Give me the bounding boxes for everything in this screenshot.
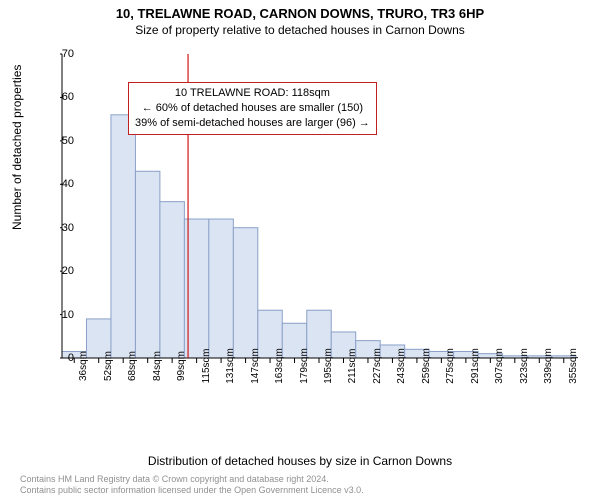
x-tick-label: 68sqm bbox=[127, 351, 138, 381]
x-tick-label: 147sqm bbox=[250, 348, 261, 384]
y-tick-label: 70 bbox=[44, 48, 74, 60]
x-tick-label: 99sqm bbox=[176, 351, 187, 381]
footer-line-1: Contains HM Land Registry data © Crown c… bbox=[20, 474, 364, 485]
x-tick-label: 259sqm bbox=[421, 348, 432, 384]
x-axis-label: Distribution of detached houses by size … bbox=[0, 454, 600, 468]
y-tick-label: 50 bbox=[44, 135, 74, 147]
title-sub: Size of property relative to detached ho… bbox=[0, 21, 600, 37]
info-line-2: ← 60% of detached houses are smaller (15… bbox=[135, 101, 370, 116]
histogram-bar bbox=[135, 171, 159, 358]
y-tick-label: 0 bbox=[44, 352, 74, 364]
info-line-1: 10 TRELAWNE ROAD: 118sqm bbox=[135, 86, 370, 101]
y-tick-label: 40 bbox=[44, 178, 74, 190]
y-axis-label: Number of detached properties bbox=[10, 65, 24, 230]
x-tick-label: 84sqm bbox=[152, 351, 163, 381]
title-main: 10, TRELAWNE ROAD, CARNON DOWNS, TRURO, … bbox=[0, 0, 600, 21]
x-tick-label: 131sqm bbox=[225, 348, 236, 384]
histogram-bar bbox=[233, 228, 257, 358]
x-tick-label: 195sqm bbox=[323, 348, 334, 384]
info-line-3: 39% of semi-detached houses are larger (… bbox=[135, 116, 370, 131]
y-tick-label: 10 bbox=[44, 309, 74, 321]
x-tick-label: 355sqm bbox=[568, 348, 579, 384]
histogram-bar bbox=[209, 219, 233, 358]
x-tick-label: 291sqm bbox=[470, 348, 481, 384]
x-tick-label: 115sqm bbox=[201, 349, 212, 384]
histogram-bar bbox=[111, 115, 135, 358]
x-tick-label: 339sqm bbox=[543, 348, 554, 384]
x-tick-label: 307sqm bbox=[494, 348, 505, 384]
y-tick-label: 60 bbox=[44, 91, 74, 103]
x-tick-label: 243sqm bbox=[396, 348, 407, 384]
x-tick-label: 36sqm bbox=[78, 351, 89, 381]
x-tick-label: 163sqm bbox=[274, 348, 285, 384]
footer-attribution: Contains HM Land Registry data © Crown c… bbox=[20, 474, 364, 497]
x-tick-label: 275sqm bbox=[445, 348, 456, 384]
histogram-bar bbox=[160, 202, 184, 358]
x-tick-label: 323sqm bbox=[519, 348, 530, 384]
x-tick-label: 52sqm bbox=[103, 351, 114, 381]
y-tick-label: 30 bbox=[44, 222, 74, 234]
property-info-box: 10 TRELAWNE ROAD: 118sqm ← 60% of detach… bbox=[128, 82, 377, 135]
y-tick-label: 20 bbox=[44, 265, 74, 277]
footer-line-2: Contains public sector information licen… bbox=[20, 485, 364, 496]
x-tick-label: 179sqm bbox=[299, 348, 310, 384]
x-tick-label: 227sqm bbox=[372, 348, 383, 384]
x-tick-label: 211sqm bbox=[347, 349, 358, 384]
